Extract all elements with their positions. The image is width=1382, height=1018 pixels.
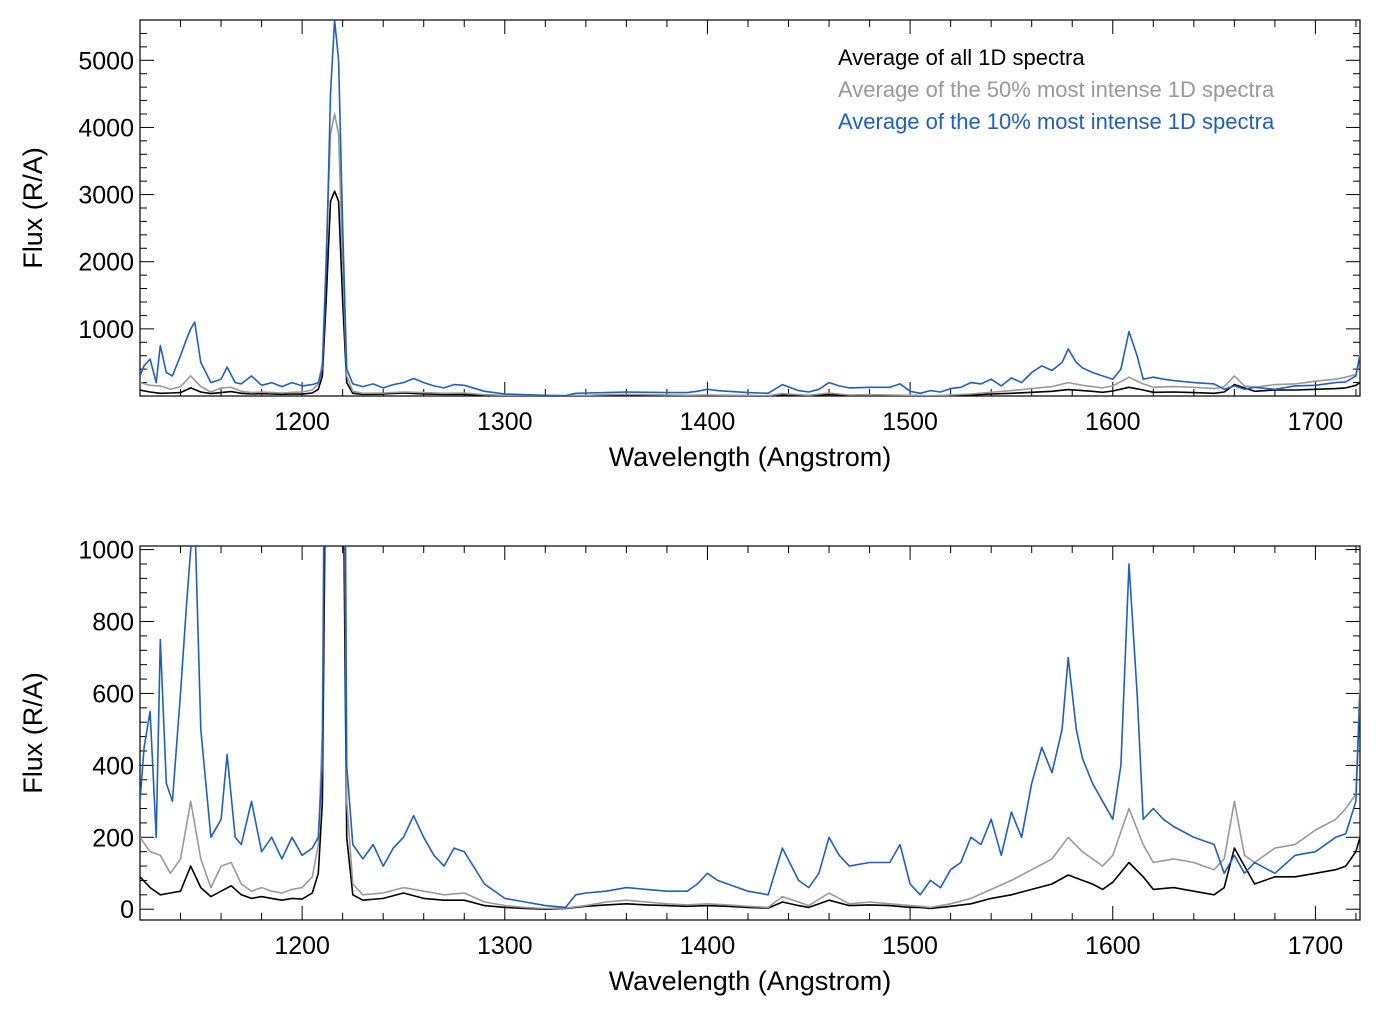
y-tick-label: 400 — [92, 752, 134, 780]
legend-entry-50pct: Average of the 50% most intense 1D spect… — [838, 77, 1275, 102]
bottom-series — [140, 546, 1360, 911]
top-y-axis-title: Flux (R/A) — [18, 147, 48, 269]
x-tick-label: 1400 — [680, 408, 736, 436]
legend-entry-10pct: Average of the 10% most intense 1D spect… — [838, 109, 1275, 134]
top-series — [140, 20, 1360, 396]
series-line-2 — [140, 20, 1360, 396]
x-tick-label: 1300 — [477, 932, 533, 960]
x-tick-label: 1500 — [882, 932, 938, 960]
series-line-0 — [140, 546, 1360, 911]
y-tick-label: 2000 — [78, 249, 134, 277]
x-tick-label: 1200 — [274, 932, 330, 960]
top-ticks: 1200 1300 1400 1500 1600 1700 1000 2000 3000 4000… — [78, 19, 1360, 436]
bottom-x-axis-title: Wavelength (Angstrom) — [609, 966, 892, 996]
series-line-2 — [140, 546, 1360, 909]
legend-entry-all: Average of all 1D spectra — [838, 45, 1085, 70]
x-tick-label: 1600 — [1085, 408, 1141, 436]
top-x-axis-title: Wavelength (Angstrom) — [609, 442, 892, 472]
bottom-panel: 1200 1300 1400 1500 1600 1700 0 200 400 600 800 100… — [18, 537, 1361, 996]
bottom-ticks: 1200 1300 1400 1500 1600 1700 0 200 400 600 800 100… — [78, 537, 1360, 960]
y-tick-label: 1000 — [78, 537, 134, 565]
x-tick-label: 1500 — [882, 408, 938, 436]
x-tick-label: 1600 — [1085, 932, 1141, 960]
y-tick-label: 5000 — [78, 47, 134, 75]
top-legend: Average of all 1D spectra Average of the… — [838, 45, 1275, 134]
y-tick-label: 3000 — [78, 182, 134, 210]
y-tick-label: 0 — [120, 896, 134, 924]
y-tick-label: 4000 — [78, 114, 134, 142]
bottom-y-axis-title: Flux (R/A) — [18, 672, 48, 794]
series-line-1 — [140, 113, 1360, 396]
y-tick-label: 800 — [92, 609, 134, 637]
y-tick-label: 200 — [92, 824, 134, 852]
x-tick-label: 1700 — [1288, 408, 1344, 436]
x-tick-label: 1700 — [1288, 932, 1344, 960]
y-tick-label: 600 — [92, 680, 134, 708]
y-tick-label: 1000 — [78, 316, 134, 344]
x-tick-label: 1400 — [680, 932, 736, 960]
series-line-1 — [140, 546, 1360, 910]
top-panel: 1200 1300 1400 1500 1600 1700 1000 2000 3000 4000… — [18, 19, 1361, 472]
bottom-plot-frame — [139, 545, 1361, 921]
x-tick-label: 1200 — [274, 408, 330, 436]
x-tick-label: 1300 — [477, 408, 533, 436]
